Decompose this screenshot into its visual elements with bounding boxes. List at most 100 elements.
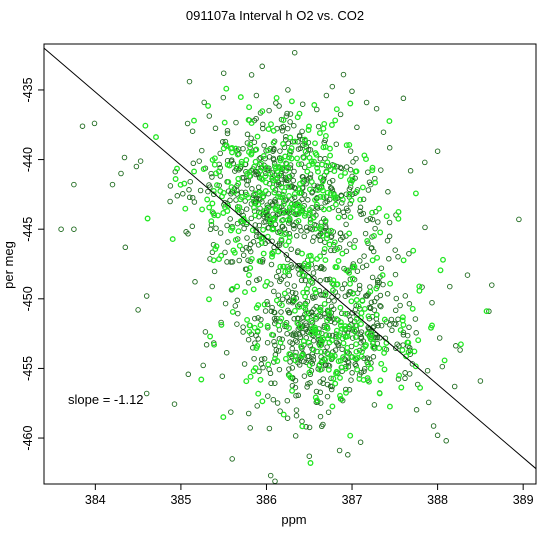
data-point (395, 254, 401, 260)
data-point (270, 139, 277, 146)
data-point (210, 257, 217, 264)
data-point (352, 334, 359, 341)
data-point (272, 342, 278, 348)
y-axis: -435 -440 -445 -450 -455 -460 (21, 77, 44, 451)
data-point (330, 287, 336, 294)
data-point (348, 377, 354, 383)
data-point (307, 219, 314, 226)
data-point (227, 227, 234, 234)
data-point (327, 145, 333, 152)
data-point (358, 310, 365, 317)
data-point (323, 324, 330, 331)
data-point (343, 389, 349, 396)
data-point (288, 98, 295, 105)
data-point (278, 315, 285, 322)
data-point (308, 256, 315, 263)
data-point (328, 227, 335, 234)
data-point (220, 94, 227, 101)
data-point (295, 217, 302, 224)
data-point (368, 299, 375, 306)
data-point (306, 154, 313, 161)
data-point (293, 349, 299, 356)
data-point (265, 147, 272, 154)
data-point (371, 307, 378, 313)
data-point (344, 344, 351, 351)
data-point (271, 189, 278, 196)
data-point (327, 190, 334, 197)
data-point (417, 384, 424, 391)
data-point (477, 378, 484, 384)
data-point (392, 307, 399, 314)
data-point (345, 207, 351, 214)
data-point (376, 205, 382, 212)
data-point (249, 345, 256, 351)
data-point (224, 130, 231, 137)
data-point (371, 232, 377, 239)
data-point (330, 375, 337, 382)
data-point (320, 206, 327, 213)
data-point (229, 308, 236, 315)
data-point (287, 359, 293, 365)
data-point (267, 370, 274, 377)
data-point (347, 241, 353, 247)
data-point (304, 314, 311, 321)
data-point (256, 222, 263, 229)
data-point (240, 252, 247, 258)
data-point (348, 354, 355, 360)
data-point (209, 209, 216, 216)
data-point (260, 257, 266, 263)
data-point (317, 277, 323, 284)
data-point (412, 190, 419, 197)
y-tick-label: -440 (21, 147, 35, 172)
data-point (406, 250, 412, 257)
data-point (400, 332, 407, 338)
data-point (259, 176, 266, 183)
data-point (333, 141, 340, 147)
data-point (361, 305, 368, 312)
data-point (209, 200, 216, 207)
data-point (326, 339, 333, 346)
data-point (288, 155, 295, 162)
data-point (361, 253, 367, 259)
data-point (276, 242, 283, 248)
data-point (333, 368, 340, 375)
data-point (366, 378, 372, 385)
data-point (364, 238, 371, 244)
x-axis: 384 385 386 387 388 389 (85, 484, 534, 507)
data-point (373, 105, 380, 112)
data-point (302, 277, 309, 284)
data-point (338, 165, 345, 172)
data-point (240, 145, 246, 152)
data-point (257, 322, 264, 329)
data-point (286, 366, 292, 372)
data-point (286, 325, 292, 331)
x-tick-label: 386 (256, 493, 277, 507)
data-point (373, 311, 380, 318)
data-point (330, 192, 337, 198)
data-point (189, 223, 196, 230)
data-point (349, 370, 355, 376)
data-point (285, 154, 292, 161)
data-point (266, 107, 272, 114)
data-point (349, 310, 356, 316)
data-point (377, 377, 384, 384)
data-point (271, 288, 277, 295)
data-point (262, 188, 269, 194)
data-point (246, 104, 253, 111)
data-point (346, 177, 353, 183)
data-point (364, 330, 371, 337)
data-point (290, 210, 297, 217)
data-point (409, 305, 416, 312)
data-point (249, 186, 255, 192)
data-point (284, 281, 291, 287)
data-point (271, 215, 278, 222)
data-point (399, 317, 406, 324)
data-point (317, 193, 324, 200)
data-point (282, 268, 289, 275)
data-point (324, 189, 331, 196)
data-point (312, 225, 319, 232)
data-point (367, 365, 374, 372)
y-tick-label: -460 (21, 425, 35, 450)
data-point (276, 103, 282, 109)
data-point (245, 194, 252, 201)
